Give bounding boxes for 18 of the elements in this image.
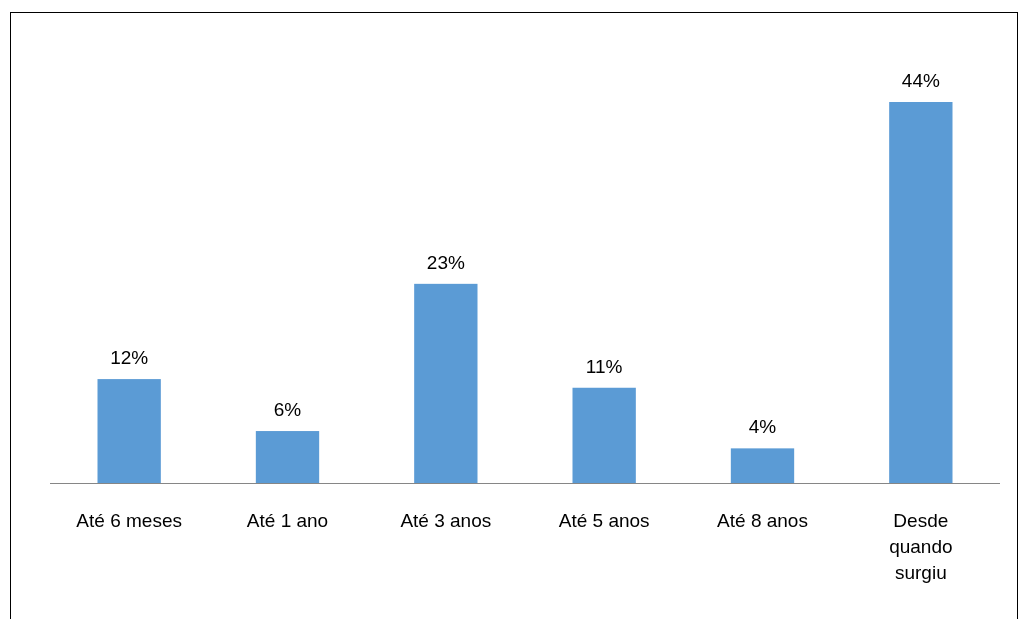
data-label: 44%: [901, 70, 940, 91]
bar: [572, 387, 636, 483]
bar: [255, 431, 320, 483]
x-tick-label: Desde quando surgiu: [889, 510, 953, 583]
x-tick-label: Até 8 anos: [717, 510, 808, 531]
bar: [97, 379, 161, 483]
x-tick-label: Até 6 meses: [76, 510, 182, 531]
bar: [414, 283, 478, 483]
data-label: 12%: [110, 347, 149, 369]
data-label: 4%: [748, 416, 777, 438]
x-tick-label: Até 1 ano: [246, 510, 329, 531]
data-label: 11%: [585, 355, 623, 377]
data-label: 6%: [273, 399, 302, 421]
bar: [730, 448, 795, 483]
bar: [889, 102, 953, 483]
x-tick-label: Até 5 anos: [558, 510, 650, 531]
data-label: 23%: [426, 251, 465, 273]
x-tick-label: Até 3 anos: [400, 510, 492, 531]
